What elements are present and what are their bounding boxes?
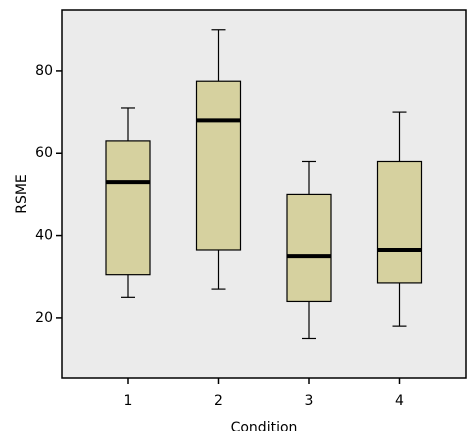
x-tick-label: 4 — [395, 393, 404, 409]
box — [195, 80, 242, 251]
y-tick-label: 40 — [35, 228, 53, 244]
box — [286, 193, 332, 303]
y-tick-label: 80 — [35, 63, 53, 79]
y-tick-label: 20 — [35, 310, 53, 326]
x-tick-label: 3 — [305, 393, 314, 409]
y-tick-label: 60 — [35, 145, 53, 161]
x-tick-label: 2 — [214, 393, 223, 409]
box — [105, 140, 151, 276]
y-axis-label: RSME — [14, 174, 30, 214]
x-axis-label: Condition — [231, 420, 298, 431]
x-tick-label: 1 — [124, 393, 133, 409]
box — [376, 160, 423, 284]
